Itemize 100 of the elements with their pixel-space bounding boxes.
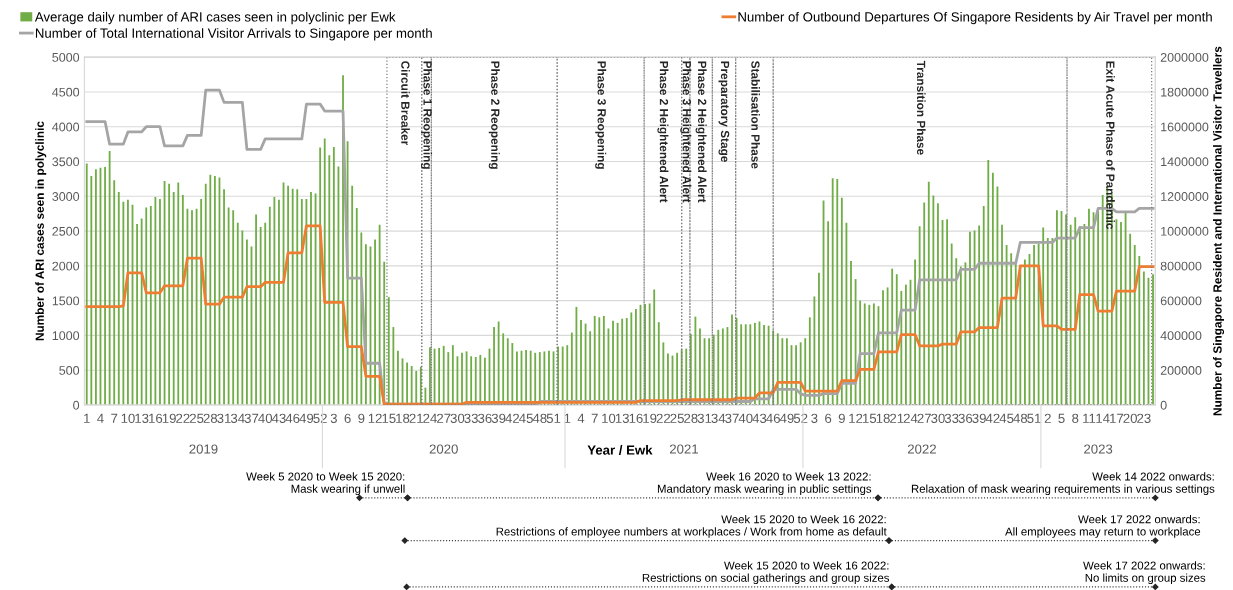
x-tick-label: 24 (423, 413, 437, 423)
x-tick-label: 48 (1013, 413, 1028, 423)
y-tick-label: 1500 (52, 296, 80, 306)
x-tick-label: 34 (711, 413, 726, 423)
annotation: Phase 3 Reopening (595, 61, 607, 169)
x-tick-label: 22 (656, 413, 671, 423)
x-tick-label: 10 (602, 413, 616, 423)
x-tick-label: 18 (396, 413, 410, 423)
x-tick-label: 8 (1072, 413, 1079, 423)
text: 2022 (907, 444, 936, 454)
y-tick-label: 2500 (52, 226, 80, 236)
text: Week 17 2022 onwards: All employees may return to workplace (1005, 514, 1201, 538)
x-tick-label: 52 (793, 413, 808, 423)
x-tick-label: 11 (1083, 413, 1096, 423)
y-tick-label: 500 (59, 366, 80, 375)
text: Week 5 2020 to Week 15 2020: Mask wearing if unwell (246, 472, 405, 496)
x-tick-label: 24 (903, 413, 918, 423)
legend-label: Average daily number of ARI cases seen in polyclinic per Ewk (34, 11, 396, 25)
x-tick-label: 17 (1110, 413, 1124, 423)
x-tick-label: 18 (876, 413, 890, 423)
y2-tick-label: 400000 (1160, 331, 1202, 341)
x-tick-label: 1 (84, 413, 90, 423)
text: 2021 (669, 444, 698, 454)
x-tick-label: 6 (825, 413, 832, 423)
x-tick-label: 15 (382, 413, 396, 423)
text: Week 15 2020 to Week 16 2022: Restrictions on social gatherings and group sizes (642, 561, 890, 585)
text: Week 14 2022 onwards: Relaxation of mask wearing requirements in various settings (911, 472, 1215, 496)
text: Week 16 2020 to Week 13 2022: Mandatory mask wearing in public settings (657, 472, 872, 496)
y2-tick-label: 1000000 (1161, 226, 1209, 236)
x-tick-label: 49 (779, 413, 794, 423)
y2-tick-label: 600000 (1160, 296, 1202, 306)
x-tick-label: 12 (368, 413, 382, 423)
x-tick-label: 42 (985, 413, 1000, 423)
x-tick-label: 9 (358, 413, 365, 423)
x-tick-label: 30 (931, 413, 945, 423)
x-tick-label: 5 (1058, 413, 1065, 423)
x-tick-label: 23 (1137, 413, 1151, 423)
x-tick-label: 45 (519, 413, 533, 423)
x-tick-label: 51 (1027, 413, 1041, 423)
x-tick-label: 34 (230, 413, 245, 423)
x-tick-label: 51 (546, 413, 561, 423)
x-tick-label: 46 (285, 413, 300, 423)
y2-tick-label: 0 (1160, 400, 1167, 410)
x-tick-label: 27 (437, 413, 451, 423)
y-tick-label: 4500 (52, 87, 80, 97)
annotation: Preparatory Stage (718, 61, 730, 162)
annotation: Stabilisation Phase (751, 60, 760, 169)
annotation: Circuit Breaker (401, 61, 410, 146)
x-tick-label: 21 (409, 413, 423, 423)
x-tick-label: 30 (450, 413, 465, 423)
x-tick-label: 43 (752, 413, 767, 423)
y-tick-label: 0 (73, 400, 80, 410)
x-tick-label: 7 (111, 413, 118, 423)
x-tick-label: 7 (591, 413, 598, 423)
y2-tick-label: 800000 (1160, 261, 1202, 271)
text: 2020 (429, 444, 458, 454)
x-tick-label: 12 (849, 413, 863, 423)
x-tick-label: 43 (271, 413, 286, 423)
x-tick-label: 13 (135, 413, 149, 423)
x-tick-label: 3 (811, 413, 818, 423)
x-tick-label: 39 (491, 413, 506, 423)
annotation: Transition Phase (916, 60, 926, 155)
y-tick-label: 3000 (52, 192, 80, 201)
annotation: Phase 3 Heightened Alert (680, 61, 692, 203)
x-tick-label: 48 (532, 413, 547, 423)
y-tick-label: 3500 (52, 157, 80, 167)
x-tick-label: 9 (838, 413, 845, 423)
x-tick-label: 33 (944, 413, 959, 423)
annotation: Phase 2 Heightened Alert (657, 61, 669, 203)
y-tick-label: 1000 (52, 331, 80, 341)
x-tick-label: 16 (629, 413, 643, 423)
annotation: Phase 2 Reopening (488, 61, 500, 169)
x-tick-label: 14 (1096, 413, 1110, 423)
y2-tick-label: 1200000 (1161, 192, 1209, 201)
x-tick-label: 15 (862, 413, 877, 423)
x-axis-title: Year / Ewk (587, 445, 653, 455)
x-tick-label: 45 (999, 413, 1014, 423)
y2-tick-label: 2000000 (1160, 52, 1209, 62)
x-tick-label: 37 (244, 413, 259, 423)
x-tick-label: 22 (176, 413, 190, 423)
x-tick-label: 36 (958, 413, 973, 423)
y-tick-label: 5000 (52, 52, 80, 62)
y-tick-label: 4000 (52, 122, 80, 132)
y-axis-title: Number of ARI cases seen in polyclinic (35, 121, 47, 341)
y2-tick-label: 200000 (1160, 366, 1202, 375)
x-tick-label: 40 (738, 413, 753, 423)
x-tick-label: 33 (464, 413, 478, 423)
x-tick-label: 27 (917, 413, 931, 423)
x-tick-label: 20 (1123, 413, 1137, 423)
x-tick-label: 19 (643, 413, 657, 423)
annotation: Exit Acute Phase of Pandemic (1106, 61, 1115, 230)
y2-tick-label: 1800000 (1161, 87, 1209, 97)
y-tick-label: 2000 (52, 261, 80, 271)
x-tick-label: 3 (330, 413, 337, 423)
x-tick-label: 16 (149, 413, 163, 423)
x-tick-label: 13 (615, 413, 629, 423)
x-tick-label: 36 (478, 413, 492, 423)
x-tick-label: 37 (725, 413, 739, 423)
x-tick-label: 2 (1044, 413, 1051, 423)
y2-tick-label: 1400000 (1161, 157, 1209, 167)
